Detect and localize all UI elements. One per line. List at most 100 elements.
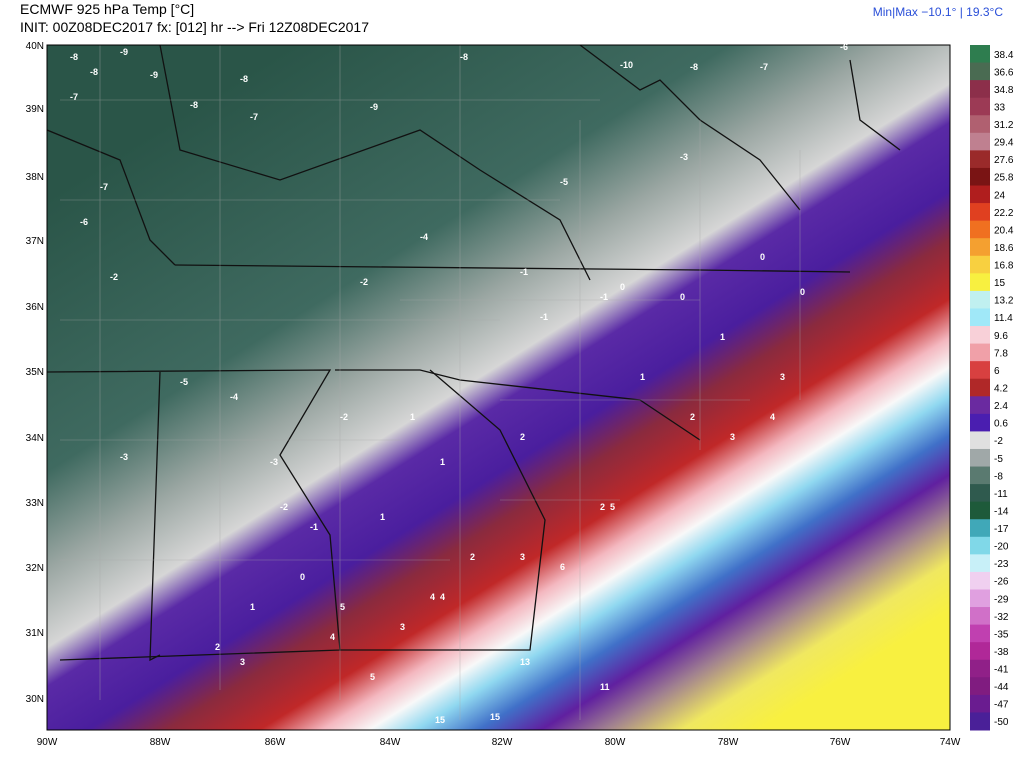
- station-value: -5: [180, 377, 188, 387]
- colorbar-swatch: [970, 167, 990, 187]
- station-value: -4: [230, 392, 238, 402]
- station-value: -9: [150, 70, 158, 80]
- colorbar-swatch: [970, 132, 990, 151]
- colorbar-swatch: [970, 80, 990, 99]
- colorbar-swatch: [970, 308, 990, 327]
- colorbar-label: 33: [994, 102, 1006, 113]
- station-value: -7: [70, 92, 78, 102]
- lon-label: 80W: [605, 737, 626, 748]
- station-value: 1: [440, 457, 445, 467]
- station-value: 3: [780, 372, 785, 382]
- colorbar-swatch: [970, 501, 990, 520]
- lat-label: 32N: [26, 563, 44, 574]
- station-value: -1: [600, 292, 608, 302]
- station-value: -2: [110, 272, 118, 282]
- station-value: 1: [380, 512, 385, 522]
- colorbar-swatch: [970, 45, 990, 64]
- colorbar-label: -11: [994, 489, 1008, 500]
- lat-label: 33N: [26, 498, 44, 509]
- station-value: -7: [760, 62, 768, 72]
- lat-label: 39N: [26, 104, 44, 115]
- colorbar-swatch: [970, 273, 990, 292]
- colorbar-swatch: [970, 396, 990, 415]
- colorbar-swatch: [970, 519, 990, 538]
- colorbar-swatch: [970, 607, 990, 626]
- colorbar-label: 0.6: [994, 419, 1008, 430]
- title: ECMWF 925 hPa Temp [°C]: [20, 1, 194, 17]
- station-value: 1: [640, 372, 645, 382]
- station-value: 1: [410, 412, 415, 422]
- colorbar-label: -5: [994, 454, 1003, 465]
- colorbar-swatch: [970, 62, 990, 81]
- colorbar-swatch: [970, 571, 990, 590]
- station-value: -9: [120, 47, 128, 57]
- colorbar-label: -41: [994, 665, 1009, 676]
- station-value: -2: [280, 502, 288, 512]
- colorbar-swatch: [970, 589, 990, 608]
- colorbar-swatch: [970, 642, 990, 661]
- colorbar-swatch: [970, 484, 990, 503]
- station-value: 3: [520, 552, 525, 562]
- colorbar-label: 11.4: [994, 313, 1013, 324]
- colorbar-label: 34.8: [994, 85, 1014, 96]
- station-value: -3: [270, 457, 278, 467]
- colorbar-label: -29: [994, 594, 1009, 605]
- colorbar-swatch: [970, 238, 990, 257]
- lat-label: 34N: [26, 433, 44, 444]
- station-value: -7: [100, 182, 108, 192]
- lat-label: 31N: [26, 628, 44, 639]
- station-value: -8: [70, 52, 78, 62]
- station-value: 4: [440, 592, 445, 602]
- colorbar-swatch: [970, 413, 990, 432]
- colorbar-label: 38.4: [994, 50, 1014, 61]
- colorbar-label: -32: [994, 612, 1009, 623]
- station-value: -5: [560, 177, 568, 187]
- station-value: 5: [370, 672, 375, 682]
- init-line: INIT: 00Z08DEC2017 fx: [012] hr --> Fri …: [20, 19, 369, 35]
- lat-label: 37N: [26, 236, 44, 247]
- station-value: 0: [800, 287, 805, 297]
- station-value: -9: [370, 102, 378, 112]
- colorbar-label: 29.4: [994, 138, 1014, 149]
- station-value: 3: [240, 657, 245, 667]
- lon-label: 88W: [150, 737, 171, 748]
- colorbar-label: 4.2: [994, 384, 1008, 395]
- station-value: 1: [720, 332, 725, 342]
- station-value: 3: [730, 432, 735, 442]
- colorbar-swatch: [970, 554, 990, 573]
- colorbar-label: 22.2: [994, 208, 1014, 219]
- station-value: 2: [215, 642, 220, 652]
- station-value: 5: [340, 602, 345, 612]
- station-value: -10: [620, 60, 633, 70]
- lat-label: 36N: [26, 302, 44, 313]
- min-max: Min|Max −10.1° | 19.3°C: [873, 5, 1004, 19]
- colorbar-swatch: [970, 255, 990, 274]
- station-value: -8: [190, 100, 198, 110]
- station-value: -8: [690, 62, 698, 72]
- colorbar-swatch: [970, 431, 990, 450]
- colorbar-label: 20.4: [994, 225, 1014, 236]
- colorbar-label: 18.6: [994, 243, 1014, 254]
- colorbar-label: -38: [994, 647, 1009, 658]
- colorbar-swatch: [970, 220, 990, 239]
- station-value: -6: [840, 42, 848, 52]
- lon-label: 74W: [940, 737, 961, 748]
- colorbar-label: -14: [994, 506, 1009, 517]
- lon-label: 82W: [492, 737, 513, 748]
- station-value: 15: [435, 715, 445, 725]
- colorbar-label: -47: [994, 700, 1009, 711]
- colorbar-label: -20: [994, 542, 1009, 553]
- lon-label: 90W: [37, 737, 58, 748]
- station-value: -8: [90, 67, 98, 77]
- station-value: -1: [520, 267, 528, 277]
- station-value: 0: [760, 252, 765, 262]
- colorbar-label: 2.4: [994, 401, 1008, 412]
- station-value: 0: [620, 282, 625, 292]
- station-value: -8: [460, 52, 468, 62]
- station-value: -3: [120, 452, 128, 462]
- colorbar-label: 13.2: [994, 296, 1014, 307]
- station-value: 0: [680, 292, 685, 302]
- colorbar-swatch: [970, 361, 990, 380]
- colorbar-swatch: [970, 97, 990, 116]
